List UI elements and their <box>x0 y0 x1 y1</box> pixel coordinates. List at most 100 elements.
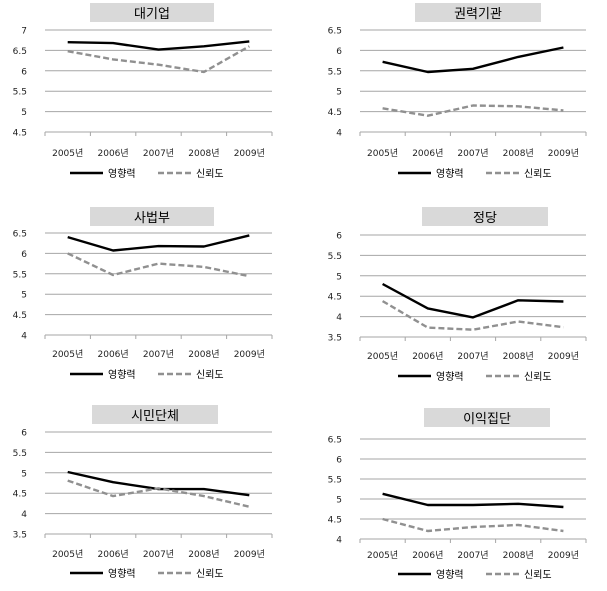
y-tick-label: 5.5 <box>13 449 27 459</box>
y-tick-label: 4.5 <box>328 516 342 526</box>
x-tick-label: 2007년 <box>143 148 174 159</box>
legend-label: 신뢰도 <box>196 369 224 381</box>
y-tick-label: 5 <box>336 496 342 506</box>
x-tick-label: 2009년 <box>234 349 265 360</box>
y-tick-label: 5 <box>21 469 27 479</box>
x-tick-label: 2005년 <box>367 550 398 561</box>
y-tick-label: 4.5 <box>13 490 27 500</box>
x-tick-label: 2006년 <box>98 148 129 159</box>
x-tick-label: 2007년 <box>457 148 488 159</box>
y-tick-label: 6.5 <box>13 230 27 240</box>
chart-panel-2: 권력기관 4 4.5 5 5.5 6 6.5 2005년 2006년 2007년 2008년 2009… <box>328 3 587 180</box>
y-tick-label: 4 <box>21 332 27 342</box>
y-tick-label: 5.5 <box>13 270 27 280</box>
y-tick-label: 6 <box>21 250 27 260</box>
series-line-influence <box>382 492 564 509</box>
y-tick-label: 4.5 <box>328 293 342 303</box>
x-tick-label: 2008년 <box>503 351 534 362</box>
y-tick-label: 5 <box>21 108 27 118</box>
legend-label: 영향력 <box>108 568 136 580</box>
y-tick-label: 3.5 <box>328 334 342 344</box>
y-tick-label: 5.5 <box>328 476 342 486</box>
y-tick-label: 4 <box>336 536 342 546</box>
y-tick-label: 5.5 <box>328 252 342 262</box>
x-tick-label: 2007년 <box>457 351 488 362</box>
x-tick-label: 2006년 <box>412 550 443 561</box>
y-tick-label: 6 <box>21 429 27 439</box>
chart-panel-1: 대기업 4.5 5 5.5 6 6.5 7 2005년 2006년 2007년 2008년 2009년… <box>13 3 273 180</box>
x-tick-label: 2005년 <box>52 349 83 360</box>
x-tick-label: 2005년 <box>52 549 83 560</box>
chart-title: 정당 <box>473 211 497 226</box>
x-tick-label: 2005년 <box>367 351 398 362</box>
chart-title-box <box>92 405 218 424</box>
y-tick-label: 7 <box>21 27 27 37</box>
series-line-trust <box>67 479 250 508</box>
x-tick-label: 2006년 <box>98 349 129 360</box>
x-tick-label: 2008년 <box>503 148 534 159</box>
chart-panel-4: 정당 3.5 4 4.5 5 5.5 6 2005년 2006년 2007년 2008년 2009년영… <box>328 207 587 383</box>
chart-panel-3: 사법부 4 4.5 5 5.5 6 6.5 2005년 2006년 2007년 2008년 2009년… <box>13 207 273 381</box>
x-tick-label: 2007년 <box>143 349 174 360</box>
legend-label: 신뢰도 <box>524 371 552 383</box>
chart-title: 시민단체 <box>131 409 179 424</box>
chart-title: 권력기관 <box>454 7 502 22</box>
y-tick-label: 5 <box>336 272 342 282</box>
series-line-trust <box>381 300 564 331</box>
legend-label: 신뢰도 <box>524 168 552 180</box>
y-tick-label: 6 <box>21 67 27 77</box>
y-tick-label: 4.5 <box>13 311 27 321</box>
series-line-trust <box>382 517 564 533</box>
x-tick-label: 2006년 <box>98 549 129 560</box>
x-tick-label: 2005년 <box>367 148 398 159</box>
y-tick-label: 5 <box>336 88 342 98</box>
x-tick-label: 2005년 <box>52 148 83 159</box>
y-tick-label: 4 <box>336 129 342 139</box>
series-line-influence <box>382 46 564 74</box>
y-tick-label: 6.5 <box>328 27 342 37</box>
y-tick-label: 6 <box>336 456 342 466</box>
x-tick-label: 2008년 <box>188 349 219 360</box>
y-tick-label: 6 <box>336 47 342 57</box>
y-tick-label: 4.5 <box>328 108 342 118</box>
series-line-influence <box>67 40 250 51</box>
series-line-influence <box>67 234 250 252</box>
x-tick-label: 2006년 <box>412 148 443 159</box>
x-tick-label: 2007년 <box>457 550 488 561</box>
chart-title-box <box>422 207 548 226</box>
x-tick-label: 2006년 <box>412 351 443 362</box>
legend-label: 신뢰도 <box>196 568 224 580</box>
series-line-trust <box>382 104 564 117</box>
chart-title: 이익집단 <box>463 412 511 427</box>
legend-label: 신뢰도 <box>196 168 224 180</box>
chart-title-box <box>415 3 541 22</box>
series-line-trust <box>67 252 250 278</box>
legend-label: 영향력 <box>108 369 136 381</box>
x-tick-label: 2009년 <box>234 549 265 560</box>
chart-title-box <box>90 3 214 22</box>
legend-label: 신뢰도 <box>524 569 552 581</box>
x-tick-label: 2009년 <box>234 148 265 159</box>
x-tick-label: 2009년 <box>548 148 579 159</box>
y-tick-label: 5 <box>21 291 27 301</box>
y-tick-label: 4 <box>21 510 27 520</box>
chart-title-box <box>90 207 214 226</box>
x-tick-label: 2008년 <box>188 148 219 159</box>
chart-panel-5: 시민단체 3.5 4 4.5 5 5.5 6 2005년 2006년 2007년 2008년 2009… <box>13 405 273 580</box>
series-line-influence <box>382 282 564 319</box>
y-tick-label: 6 <box>336 232 342 242</box>
series-line-influence <box>67 470 250 497</box>
y-tick-label: 5.5 <box>13 88 27 98</box>
legend-label: 영향력 <box>436 569 464 581</box>
x-tick-label: 2009년 <box>548 550 579 561</box>
x-tick-label: 2009년 <box>548 351 579 362</box>
series-line-trust <box>67 45 250 74</box>
y-tick-label: 6.5 <box>13 47 27 57</box>
y-tick-label: 5.5 <box>328 67 342 77</box>
chart-title: 사법부 <box>134 211 170 226</box>
y-tick-label: 6.5 <box>328 436 342 446</box>
legend-label: 영향력 <box>436 168 464 180</box>
chart-title: 대기업 <box>134 7 170 22</box>
x-tick-label: 2008년 <box>503 550 534 561</box>
